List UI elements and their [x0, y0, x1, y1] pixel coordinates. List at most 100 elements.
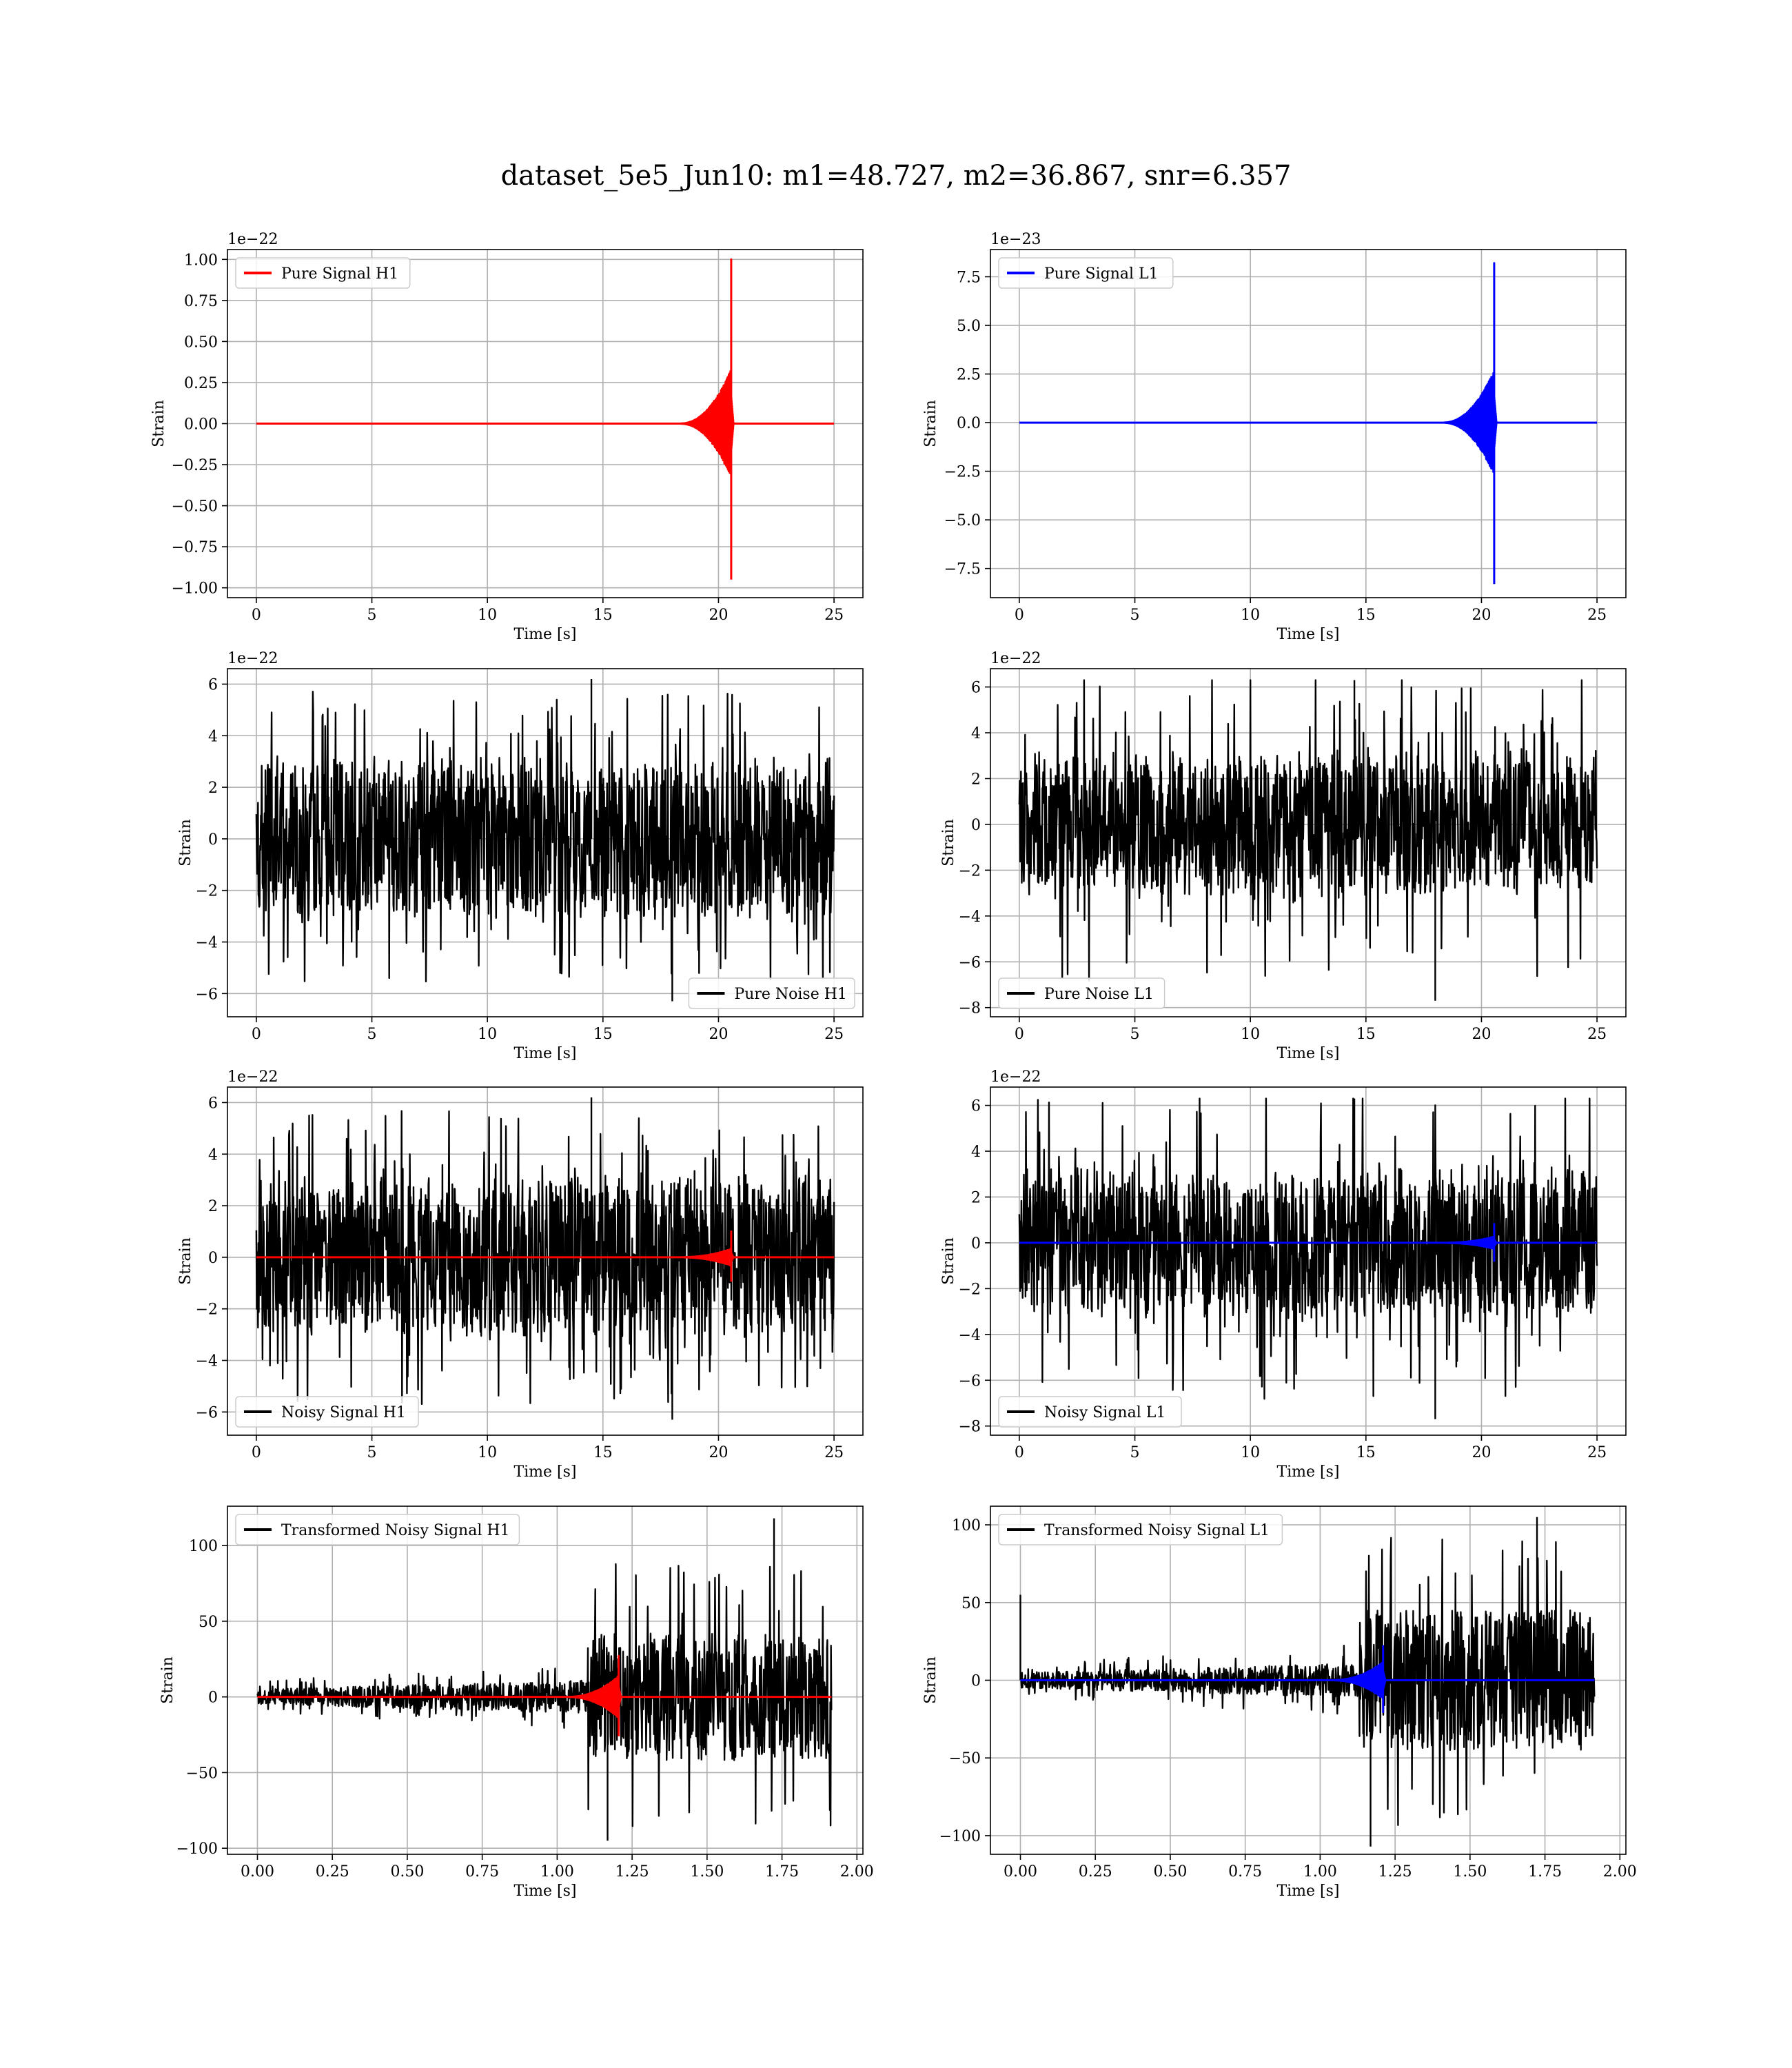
- legend: Pure Noise L1: [998, 977, 1165, 1009]
- y-tick-label: 0: [208, 831, 218, 849]
- x-tick-label: 1.00: [540, 1863, 574, 1881]
- y-tick-label: −50: [949, 1750, 981, 1767]
- x-tick-label: 25: [824, 1444, 844, 1461]
- y-tick-label: −6: [196, 1404, 218, 1421]
- x-tick-label: 20: [1472, 1026, 1491, 1043]
- y-tick-label: −4: [196, 935, 218, 952]
- series-line: [1020, 1645, 1595, 1713]
- y-axis-label: Strain: [177, 1237, 194, 1285]
- axis-offset-text: 1e−23: [990, 231, 1041, 248]
- x-tick-label: 15: [1356, 1026, 1376, 1043]
- x-tick-label: 1.25: [1378, 1863, 1412, 1881]
- y-tick-label: 4: [971, 1144, 981, 1161]
- pure-noise-h1-panel: 0 5 10 15 20 25 −6 −4 −2 0 2 4 6 Time [s] Strain 1e−22 P…: [177, 650, 864, 1062]
- axes-frame: [990, 249, 1627, 598]
- y-tick-label: 2: [971, 1189, 981, 1206]
- y-tick-label: 0: [971, 817, 981, 834]
- legend-box: [235, 1514, 520, 1545]
- y-tick-label: 2: [208, 780, 218, 797]
- noisy-signal-l1-panel: 0 5 10 15 20 25 −8 −6 −4 −2 0 2 4 6 Time [s] Strain 1e−2…: [940, 1068, 1627, 1481]
- x-tick-label: 0: [1015, 607, 1024, 624]
- legend: Transformed Noisy Signal L1: [998, 1514, 1283, 1545]
- legend: Noisy Signal H1: [235, 1396, 419, 1428]
- x-tick-label: 5: [1130, 607, 1140, 624]
- y-axis-label: Strain: [940, 819, 957, 866]
- noisy-signal-h1-panel: 0 5 10 15 20 25 −6 −4 −2 0 2 4 6 Time [s] Strain 1e−22 N…: [177, 1068, 864, 1481]
- legend-label: Noisy Signal H1: [281, 1404, 406, 1421]
- x-tick-label: 25: [1587, 1026, 1607, 1043]
- x-tick-label: 5: [1130, 1026, 1140, 1043]
- series-line: [1019, 1223, 1598, 1262]
- x-tick-label: 10: [1241, 607, 1260, 624]
- x-tick-label: 1.75: [765, 1863, 799, 1881]
- axes-frame: [227, 668, 864, 1017]
- x-tick-label: 0: [252, 1444, 261, 1461]
- x-tick-label: 1.50: [1453, 1863, 1487, 1881]
- y-tick-label: 0.25: [184, 375, 218, 392]
- y-axis-label: Strain: [150, 400, 167, 447]
- x-axis-label: Time [s]: [1276, 1883, 1339, 1900]
- x-tick-label: 0.25: [1079, 1863, 1112, 1881]
- legend-label: Pure Noise L1: [1044, 986, 1154, 1003]
- y-tick-label: −1.00: [172, 580, 218, 598]
- x-tick-label: 20: [709, 1026, 728, 1043]
- series-line: [256, 1230, 835, 1282]
- x-tick-label: 0.75: [1228, 1863, 1262, 1881]
- series-line: [255, 1097, 835, 1420]
- y-tick-label: −8: [959, 1000, 981, 1017]
- series-line: [256, 1518, 833, 1841]
- legend-box: [998, 1396, 1182, 1428]
- y-axis-label: Strain: [940, 1237, 957, 1285]
- axis-offset-text: 1e−22: [990, 1068, 1041, 1086]
- x-tick-label: 15: [1356, 1444, 1376, 1461]
- x-tick-label: 5: [367, 1026, 377, 1043]
- y-tick-label: 1.00: [184, 252, 218, 269]
- x-tick-label: 10: [1241, 1026, 1260, 1043]
- x-tick-label: 5: [367, 1444, 377, 1461]
- y-tick-label: 6: [208, 1095, 218, 1112]
- x-tick-label: 25: [824, 1026, 844, 1043]
- x-tick-label: 2.00: [1603, 1863, 1637, 1881]
- y-tick-label: 7.5: [957, 269, 981, 286]
- x-tick-label: 10: [478, 1444, 497, 1461]
- pure-signal-l1-panel: 0 5 10 15 20 25 −7.5 −5.0 −2.5 0.0 2.5 5.0 7.5 Time […: [922, 231, 1627, 643]
- legend: Pure Signal H1: [235, 257, 411, 289]
- x-tick-label: 1.75: [1528, 1863, 1562, 1881]
- legend-box: [688, 977, 855, 1009]
- x-tick-label: 20: [1472, 1444, 1491, 1461]
- x-tick-label: 0.00: [241, 1863, 274, 1881]
- x-tick-label: 2.00: [840, 1863, 874, 1881]
- y-tick-label: −4: [196, 1353, 218, 1370]
- y-tick-label: 0: [208, 1690, 218, 1707]
- y-axis-label: Strain: [177, 819, 194, 866]
- transformed-noisy-signal-l1-panel: 0.00 0.25 0.50 0.75 1.00 1.25 1.50 1.75 2.00 −100…: [922, 1506, 1637, 1900]
- series-line: [1018, 679, 1598, 1001]
- figure-title: dataset_5e5_Jun10: m1=48.727, m2=36.867,…: [501, 160, 1292, 192]
- series-line: [1019, 1517, 1596, 1847]
- legend-label: Pure Signal L1: [1044, 265, 1159, 283]
- y-tick-label: 0.00: [184, 416, 218, 434]
- x-tick-label: 1.00: [1303, 1863, 1337, 1881]
- y-tick-label: −8: [959, 1419, 981, 1436]
- x-axis-label: Time [s]: [513, 1045, 576, 1062]
- x-tick-label: 0.50: [1153, 1863, 1187, 1881]
- y-tick-label: 0: [971, 1235, 981, 1253]
- y-tick-label: 4: [971, 725, 981, 742]
- y-tick-label: −5.0: [944, 512, 981, 529]
- x-tick-label: 1.25: [615, 1863, 649, 1881]
- y-tick-label: −50: [186, 1765, 218, 1782]
- x-tick-label: 15: [593, 1444, 613, 1461]
- x-axis-label: Time [s]: [513, 1463, 576, 1481]
- y-tick-label: −2: [196, 883, 218, 900]
- y-tick-label: −0.50: [172, 498, 218, 516]
- axis-offset-text: 1e−22: [990, 650, 1041, 667]
- y-axis-label: Strain: [922, 400, 939, 447]
- y-tick-label: 6: [971, 1098, 981, 1115]
- x-axis-label: Time [s]: [1276, 1045, 1339, 1062]
- y-tick-label: −2: [959, 1281, 981, 1298]
- x-tick-label: 25: [824, 607, 844, 624]
- legend-box: [998, 257, 1174, 289]
- x-axis-label: Time [s]: [513, 1883, 576, 1900]
- axes-frame: [227, 1506, 864, 1855]
- y-axis-label: Strain: [159, 1656, 176, 1704]
